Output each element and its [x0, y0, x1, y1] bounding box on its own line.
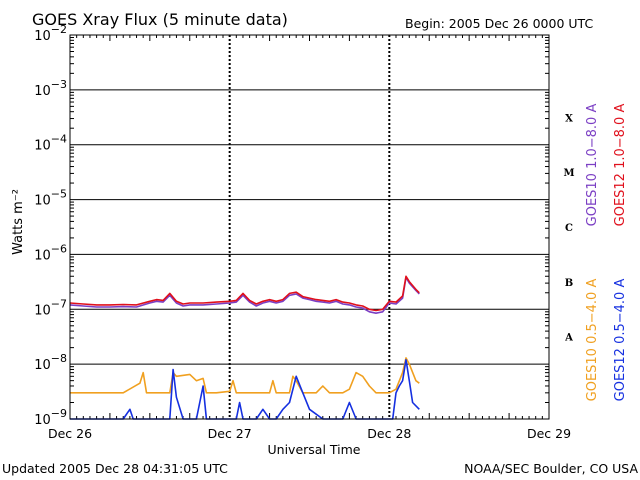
flare-class-label: M [563, 168, 574, 179]
x-axis-label: Universal Time [268, 442, 361, 457]
series-line [69, 276, 420, 315]
series-line [69, 275, 420, 312]
series-line [70, 357, 420, 394]
begin-label: Begin: 2005 Dec 26 0000 UTC [405, 16, 593, 31]
flare-class-label: A [564, 333, 573, 344]
x-tick-labels: Dec 26 Dec 27 Dec 28 Dec 29 [48, 426, 571, 441]
x-tick-label: Dec 26 [48, 426, 92, 441]
y-axis-label: Watts m⁻² [11, 189, 26, 255]
legend-entry: GOES12 0.5−4.0 A [613, 279, 628, 402]
y-tick-label: 10−6 [34, 242, 67, 263]
flare-class-labels: X M C B A [563, 113, 574, 343]
legend: GOES10 1.0−8.0 A GOES12 1.0−8.0 A GOES10 0… [585, 104, 628, 402]
y-tick-label: 10−3 [34, 78, 67, 99]
flare-class-label: C [565, 223, 573, 234]
x-tick-label: Dec 28 [367, 426, 411, 441]
legend-entry: GOES10 1.0−8.0 A [585, 104, 600, 227]
y-tick-label: 10−4 [34, 133, 67, 154]
plot-frame [69, 34, 550, 420]
y-tick-label: 10−8 [34, 352, 67, 373]
source-text: NOAA/SEC Boulder, CO USA [464, 461, 638, 476]
x-tick-label: Dec 27 [208, 426, 252, 441]
x-tick-label: Dec 29 [527, 426, 571, 441]
updated-text: Updated 2005 Dec 28 04:31:05 UTC [2, 461, 228, 476]
flare-class-label: B [565, 278, 573, 289]
y-tick-labels: 10−2 10−3 10−4 10−5 10−6 10−7 10−8 10−9 [34, 23, 67, 428]
y-tick-label: 10−7 [34, 297, 67, 318]
legend-entry: GOES10 0.5−4.0 A [585, 279, 600, 402]
series-layer [69, 275, 420, 420]
y-tick-label: 10−5 [34, 188, 67, 209]
y-tick-label: 10−2 [34, 23, 67, 44]
y-tick-label: 10−9 [34, 407, 67, 428]
flare-class-label: X [565, 113, 573, 124]
chart-title: GOES Xray Flux (5 minute data) [32, 10, 288, 29]
legend-entry: GOES12 1.0−8.0 A [613, 104, 628, 227]
